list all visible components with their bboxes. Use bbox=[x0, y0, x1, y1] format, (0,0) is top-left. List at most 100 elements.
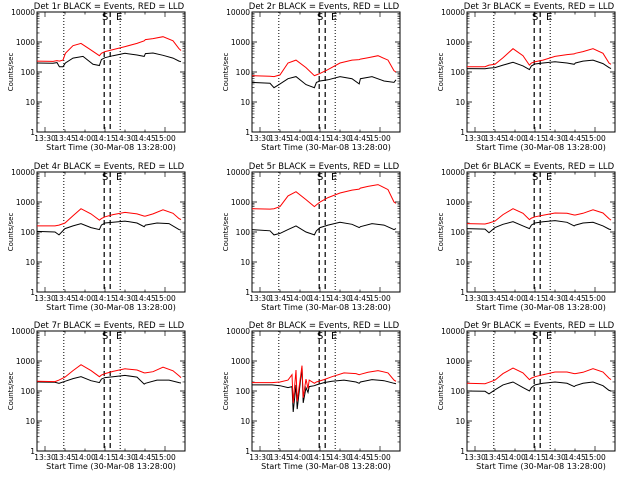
x-tick-label: 14:00 bbox=[504, 453, 526, 462]
lld-series-line bbox=[467, 48, 612, 68]
x-tick-label: 14:30 bbox=[329, 453, 351, 462]
x-tick-label: 14:15 bbox=[524, 134, 546, 143]
x-tick-label: 14:00 bbox=[74, 294, 96, 303]
x-tick-label: 14:00 bbox=[504, 294, 526, 303]
x-axis-label: Start Time (30-Mar-08 13:28:00) bbox=[476, 462, 606, 471]
x-tick-label: 13:30 bbox=[34, 453, 56, 462]
x-tick-label: 13:30 bbox=[249, 134, 271, 143]
lld-series-line bbox=[466, 367, 612, 385]
x-tick-label: 15:00 bbox=[369, 453, 391, 462]
y-tick-label: 10000 bbox=[11, 8, 35, 17]
end-marker-label: E bbox=[116, 12, 122, 23]
panel-title: Det 8r BLACK = Events, RED = LLD bbox=[249, 321, 400, 331]
x-tick-label: 14:45 bbox=[349, 294, 371, 303]
x-tick-label: 14:45 bbox=[564, 453, 586, 462]
y-axis-label: Counts/sec bbox=[437, 213, 445, 252]
x-axis-label: Start Time (30-Mar-08 13:28:00) bbox=[46, 462, 176, 471]
x-tick-label: 13:45 bbox=[54, 453, 76, 462]
y-tick-label: 1000 bbox=[16, 38, 35, 47]
x-tick-label: 14:30 bbox=[329, 294, 351, 303]
y-tick-label: 10000 bbox=[11, 168, 35, 177]
lld-series-line bbox=[466, 208, 612, 225]
x-tick-label: 14:30 bbox=[544, 134, 566, 143]
y-tick-label: 10 bbox=[25, 258, 35, 267]
start-marker-label: S bbox=[532, 331, 538, 342]
events-series-line bbox=[251, 221, 397, 236]
y-tick-label: 100 bbox=[451, 228, 466, 237]
panel-title: Det 4r BLACK = Events, RED = LLD bbox=[34, 162, 185, 172]
end-marker-label: E bbox=[546, 12, 552, 23]
end-marker-label: E bbox=[116, 331, 122, 342]
x-tick-label: 13:30 bbox=[464, 453, 486, 462]
x-tick-label: 14:00 bbox=[74, 134, 96, 143]
x-tick-label: 14:30 bbox=[114, 134, 136, 143]
x-tick-label: 15:00 bbox=[584, 453, 606, 462]
x-axis-label: Start Time (30-Mar-08 13:28:00) bbox=[261, 143, 391, 152]
lld-series-line bbox=[251, 184, 397, 210]
x-axis-label: Start Time (30-Mar-08 13:28:00) bbox=[476, 303, 606, 312]
y-tick-label: 10 bbox=[240, 98, 250, 107]
x-tick-label: 15:00 bbox=[154, 294, 176, 303]
lld-series-line bbox=[37, 208, 182, 227]
plot-frame bbox=[251, 330, 401, 452]
y-tick-label: 100 bbox=[236, 387, 251, 396]
x-tick-label: 14:45 bbox=[134, 453, 156, 462]
y-tick-label: 10 bbox=[240, 417, 250, 426]
x-tick-label: 13:45 bbox=[54, 294, 76, 303]
x-tick-label: 14:15 bbox=[94, 453, 116, 462]
end-marker-label: E bbox=[331, 12, 337, 23]
x-tick-label: 13:30 bbox=[34, 294, 56, 303]
panel-2: Det 2r BLACK = Events, RED = LLD 1 10 100 10… bbox=[222, 2, 401, 152]
x-tick-label: 15:00 bbox=[369, 134, 391, 143]
plot-frame bbox=[251, 171, 401, 293]
events-series-line bbox=[252, 367, 397, 413]
y-tick-label: 10000 bbox=[441, 327, 465, 336]
x-tick-label: 14:30 bbox=[114, 453, 136, 462]
lld-series-line bbox=[36, 364, 182, 383]
x-axis-label: Start Time (30-Mar-08 13:28:00) bbox=[476, 143, 606, 152]
y-tick-label: 1 bbox=[30, 288, 35, 297]
panel-7: Det 7r BLACK = Events, RED = LLD 1 10 100 10… bbox=[7, 321, 186, 471]
y-axis-label: Counts/sec bbox=[222, 372, 230, 411]
y-tick-label: 100 bbox=[236, 228, 251, 237]
y-tick-label: 10000 bbox=[441, 8, 465, 17]
x-tick-label: 14:45 bbox=[564, 294, 586, 303]
x-tick-label: 15:00 bbox=[154, 453, 176, 462]
end-marker-label: E bbox=[116, 172, 122, 183]
y-tick-label: 10 bbox=[25, 417, 35, 426]
x-tick-label: 15:00 bbox=[369, 294, 391, 303]
y-tick-label: 1 bbox=[30, 128, 35, 137]
x-tick-label: 14:45 bbox=[564, 134, 586, 143]
y-tick-label: 1000 bbox=[446, 357, 465, 366]
panel-title: Det 5r BLACK = Events, RED = LLD bbox=[249, 162, 400, 172]
plot-frame bbox=[36, 330, 186, 452]
y-tick-label: 10000 bbox=[11, 327, 35, 336]
x-tick-label: 13:45 bbox=[484, 453, 506, 462]
panel-4: Det 4r BLACK = Events, RED = LLD 1 10 100 10… bbox=[7, 162, 186, 312]
y-tick-label: 100 bbox=[451, 68, 466, 77]
y-tick-label: 100 bbox=[21, 228, 36, 237]
start-marker-label: S bbox=[532, 12, 538, 23]
end-marker-label: E bbox=[331, 331, 337, 342]
panel-9: Det 9r BLACK = Events, RED = LLD 1 10 100 10… bbox=[437, 321, 616, 471]
plot-frame bbox=[251, 11, 401, 133]
panel-8: Det 8r BLACK = Events, RED = LLD 1 10 100 10… bbox=[222, 321, 401, 471]
panel-title: Det 9r BLACK = Events, RED = LLD bbox=[464, 321, 615, 331]
x-tick-label: 14:00 bbox=[289, 453, 311, 462]
plot-frame bbox=[36, 171, 186, 293]
x-tick-label: 14:30 bbox=[329, 134, 351, 143]
panel-title: Det 6r BLACK = Events, RED = LLD bbox=[464, 162, 615, 172]
y-tick-label: 10 bbox=[240, 258, 250, 267]
events-series-line bbox=[36, 374, 182, 385]
events-series-line bbox=[466, 59, 612, 71]
x-tick-label: 14:00 bbox=[504, 134, 526, 143]
x-tick-label: 14:00 bbox=[289, 134, 311, 143]
y-tick-label: 1 bbox=[460, 447, 465, 456]
x-tick-label: 14:00 bbox=[289, 294, 311, 303]
start-marker-label: S bbox=[317, 331, 323, 342]
x-tick-label: 13:45 bbox=[484, 294, 506, 303]
y-tick-label: 1 bbox=[245, 288, 250, 297]
y-tick-label: 100 bbox=[21, 387, 36, 396]
x-tick-label: 13:45 bbox=[269, 453, 291, 462]
panel-title: Det 1r BLACK = Events, RED = LLD bbox=[34, 2, 185, 12]
